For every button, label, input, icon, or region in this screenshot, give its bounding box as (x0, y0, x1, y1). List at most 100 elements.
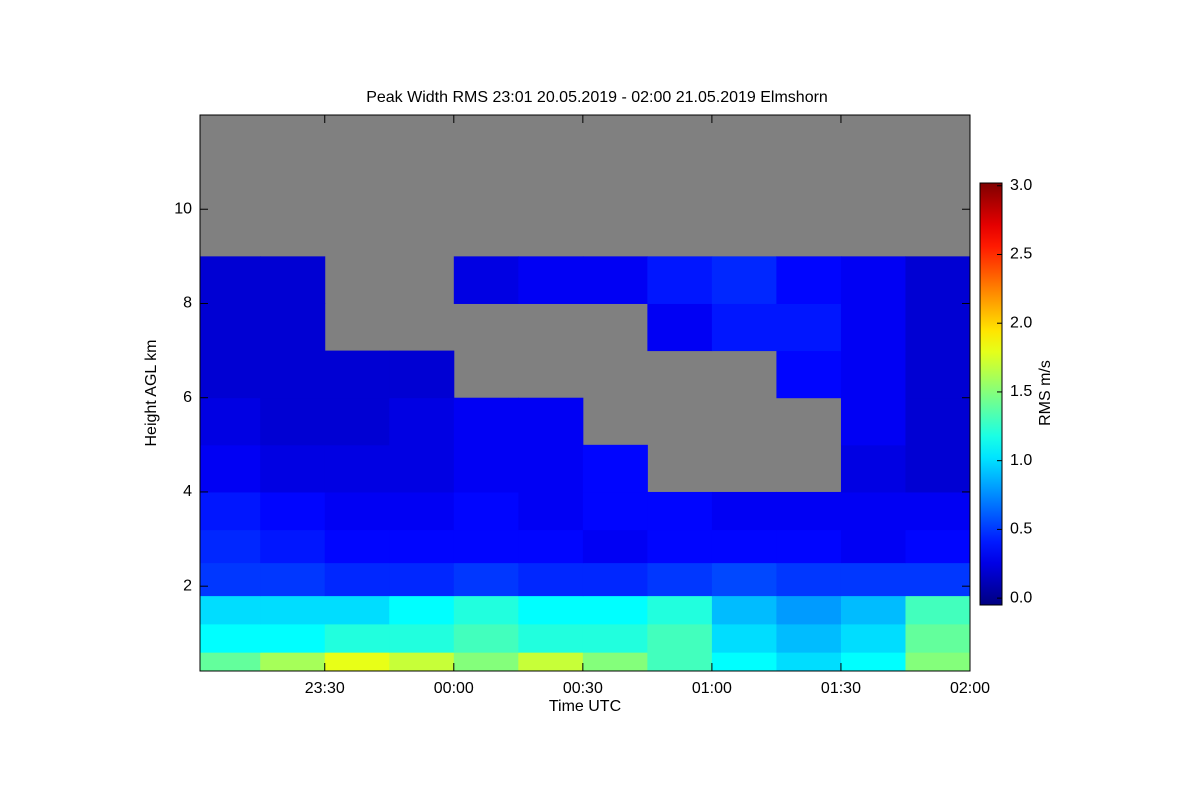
x-tick-label: 23:30 (305, 680, 345, 697)
heatmap-cell (905, 256, 971, 304)
x-tick-label: 00:30 (563, 680, 603, 697)
heatmap-cell (840, 444, 906, 493)
heatmap-cell (453, 397, 519, 446)
heatmap-cell (260, 491, 326, 531)
heatmap-cell (905, 529, 971, 564)
colorbar-tick-label: 1.0 (1010, 452, 1032, 469)
heatmap-cell (200, 444, 261, 493)
heatmap-cell (582, 623, 648, 653)
x-tick-label: 00:00 (434, 680, 474, 697)
heatmap-cell (453, 623, 519, 653)
heatmap-cell (260, 562, 326, 597)
y-tick-label: 8 (183, 295, 192, 312)
heatmap-cell (389, 652, 455, 672)
heatmap-cell (200, 350, 261, 399)
heatmap-cell (647, 529, 713, 564)
plot-frame (199, 114, 971, 672)
y-tick-label: 10 (174, 200, 192, 217)
heatmap-cell (776, 256, 842, 304)
heatmap-cell (711, 491, 777, 531)
colorbar-tick-label: 0.5 (1010, 521, 1032, 538)
heatmap-cell (200, 303, 261, 352)
heatmap (200, 115, 971, 672)
x-axis-title: Time UTC (549, 698, 621, 715)
y-tick-label: 4 (183, 483, 192, 500)
heatmap-cell (389, 491, 455, 531)
heatmap-cell (840, 397, 906, 446)
heatmap-cell (518, 491, 584, 531)
heatmap-cell (776, 491, 842, 531)
heatmap-cell (840, 595, 906, 625)
heatmap-cell (776, 595, 842, 625)
heatmap-cell (453, 444, 519, 493)
heatmap-cell (840, 562, 906, 597)
heatmap-cell (518, 652, 584, 672)
heatmap-cell (776, 303, 842, 352)
heatmap-cell (711, 529, 777, 564)
heatmap-cell (647, 623, 713, 653)
heatmap-cell (905, 595, 971, 625)
heatmap-cell (518, 529, 584, 564)
heatmap-cell (647, 256, 713, 304)
x-tick-label: 02:00 (950, 680, 990, 697)
heatmap-cell (453, 529, 519, 564)
heatmap-cell (905, 623, 971, 653)
x-tick-label: 01:30 (821, 680, 861, 697)
heatmap-cell (905, 444, 971, 493)
heatmap-cell (260, 623, 326, 653)
heatmap-cell (711, 303, 777, 352)
heatmap-cell (582, 652, 648, 672)
heatmap-cell (582, 562, 648, 597)
heatmap-cell (389, 562, 455, 597)
heatmap-cell (711, 623, 777, 653)
heatmap-cell (260, 256, 326, 304)
heatmap-cell (389, 397, 455, 446)
heatmap-cell (905, 491, 971, 531)
heatmap-cell (324, 652, 390, 672)
heatmap-cell (389, 444, 455, 493)
colorbar-tick-label: 3.0 (1010, 177, 1032, 194)
heatmap-cell (324, 444, 390, 493)
heatmap-cell (840, 652, 906, 672)
heatmap-cell (260, 595, 326, 625)
heatmap-cell (776, 562, 842, 597)
heatmap-cell (260, 444, 326, 493)
heatmap-cell (840, 529, 906, 564)
heatmap-cell (200, 595, 261, 625)
heatmap-cell (200, 562, 261, 597)
heatmap-cell (776, 529, 842, 564)
heatmap-cell (200, 529, 261, 564)
heatmap-cell (260, 303, 326, 352)
heatmap-cell (582, 529, 648, 564)
heatmap-cell (518, 595, 584, 625)
heatmap-cell (905, 303, 971, 352)
heatmap-cell (711, 595, 777, 625)
heatmap-cell (389, 350, 455, 399)
heatmap-cell (776, 652, 842, 672)
y-tick-label: 6 (183, 389, 192, 406)
heatmap-cell (647, 491, 713, 531)
chart-title: Peak Width RMS 23:01 20.05.2019 - 02:00 … (366, 89, 828, 106)
colorbar (979, 182, 1003, 606)
heatmap-cell (518, 623, 584, 653)
heatmap-cell (200, 256, 261, 304)
heatmap-cell (324, 491, 390, 531)
heatmap-cell (200, 623, 261, 653)
heatmap-cell (711, 256, 777, 304)
heatmap-cell (647, 652, 713, 672)
heatmap-cell (324, 397, 390, 446)
heatmap-cell (260, 529, 326, 564)
colorbar-tick-label: 1.5 (1010, 383, 1032, 400)
heatmap-cell (711, 652, 777, 672)
heatmap-cell (453, 652, 519, 672)
heatmap-cell (776, 350, 842, 399)
heatmap-cell (324, 529, 390, 564)
y-tick-label: 2 (183, 577, 192, 594)
y-axis-title: Height AGL km (143, 339, 160, 446)
heatmap-cell (324, 623, 390, 653)
colorbar-tick-label: 0.0 (1010, 589, 1032, 606)
heatmap-cell (518, 256, 584, 304)
heatmap-cell (260, 652, 326, 672)
heatmap-cell (582, 256, 648, 304)
